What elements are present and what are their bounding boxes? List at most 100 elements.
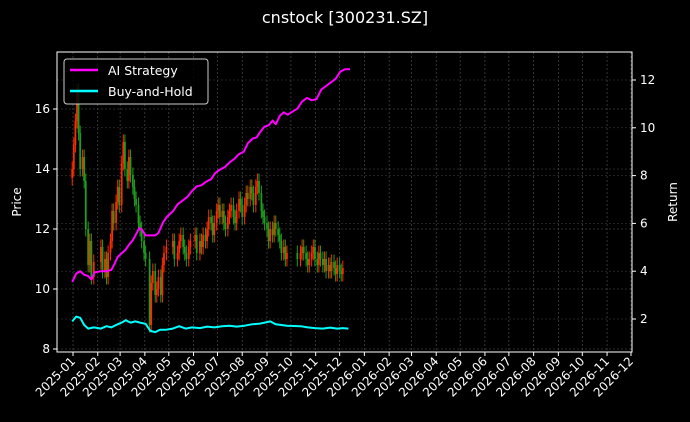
candle-body [204, 235, 207, 241]
y-tick-label-left: 12 [35, 222, 50, 236]
candle-body [249, 187, 252, 199]
candle-body [171, 241, 174, 247]
candle-body [122, 142, 125, 163]
candle-body [116, 187, 119, 202]
candle-body [183, 247, 186, 253]
candle-body [111, 211, 114, 241]
candle-body [245, 193, 248, 205]
candle-body [109, 241, 112, 253]
candle-body [232, 205, 235, 217]
candle-body [123, 142, 126, 169]
candle-body [120, 163, 123, 205]
y-tick-label-left: 10 [35, 282, 50, 296]
candle-body [319, 253, 322, 259]
candle-body [321, 259, 324, 265]
candle-body [115, 202, 118, 223]
legend: AI Strategy Buy-and-Hold [63, 58, 209, 105]
candle-body [105, 259, 108, 277]
candle-body [133, 187, 136, 199]
candle-body [317, 253, 320, 265]
candle-body [143, 241, 145, 253]
candle-body [127, 157, 130, 181]
candle-body [100, 247, 102, 262]
price-candles [71, 83, 344, 333]
candle-body [71, 169, 74, 178]
candle-body [262, 211, 264, 217]
candle-body [312, 247, 315, 253]
candle-body [129, 157, 132, 175]
candle-body [87, 229, 90, 265]
candle-body [246, 193, 249, 199]
candle-body [235, 211, 238, 223]
candle-body [176, 253, 179, 259]
candle-body [151, 271, 154, 283]
candle-body [150, 283, 153, 325]
candle-body [159, 277, 162, 295]
candle-body [157, 277, 160, 289]
candle-body [329, 265, 331, 271]
candle-body [280, 241, 283, 253]
candle-body [224, 223, 227, 229]
series-line-buy-and-hold [71, 315, 349, 334]
y-tick-label-left: 8 [42, 342, 50, 356]
candle-body [211, 223, 214, 235]
y-tick-label-right: 10 [640, 121, 655, 135]
candle-body [217, 205, 220, 211]
candle-body [112, 211, 115, 223]
candle-body [88, 241, 91, 265]
candle-body [269, 229, 272, 241]
candle-body [310, 253, 313, 259]
candle-body [266, 223, 268, 229]
candle-body [254, 187, 257, 205]
candle-body [305, 253, 307, 259]
candle-body [140, 229, 143, 241]
candle-body [241, 205, 244, 217]
x-axis: 2025-012025-022025-032025-042025-052025-… [33, 352, 636, 400]
candle-body [165, 247, 168, 253]
candle-body [173, 241, 176, 259]
candle-body [325, 259, 327, 271]
candle-body [243, 205, 246, 217]
y-tick-label-right: 4 [640, 264, 648, 278]
candle-body [330, 262, 333, 271]
candle-body [107, 253, 110, 277]
candle-body [267, 229, 270, 241]
candle-body [296, 253, 299, 259]
candle-body [84, 181, 87, 229]
candle-body [316, 259, 319, 265]
candle-body [195, 235, 198, 253]
candle-body [72, 145, 75, 169]
candle-body [202, 235, 205, 247]
candle-body [161, 265, 164, 295]
candle-body [182, 235, 185, 247]
candle-body [256, 181, 259, 187]
candle-body [104, 259, 106, 271]
y-tick-label-right: 8 [640, 169, 648, 183]
candle-body [101, 247, 104, 271]
candle-body [341, 268, 344, 274]
candle-body [185, 253, 188, 259]
candle-body [178, 241, 181, 253]
candle-body [274, 223, 277, 229]
legend-box [63, 58, 209, 105]
y-axis-right-label: Return [666, 182, 680, 222]
candle-body [252, 193, 255, 205]
candle-body [90, 241, 93, 277]
y-tick-label-right: 12 [640, 73, 655, 87]
candle-body [163, 253, 165, 265]
y-axis-left: 8 10 12 14 16 [35, 102, 57, 356]
y-tick-label-left: 14 [35, 162, 50, 176]
candle-body [340, 271, 343, 274]
candle-body [154, 271, 157, 295]
candle-body [74, 121, 77, 145]
y-tick-label-right: 2 [640, 312, 648, 326]
candle-body [271, 229, 274, 235]
candle-body [215, 211, 218, 223]
candle-body [218, 205, 221, 217]
candle-body [284, 247, 287, 259]
candle-body [234, 217, 236, 223]
candle-body [282, 247, 285, 253]
y-axis-left-label: Price [10, 187, 24, 216]
chart-title: cnstock [300231.SZ] [261, 8, 429, 27]
